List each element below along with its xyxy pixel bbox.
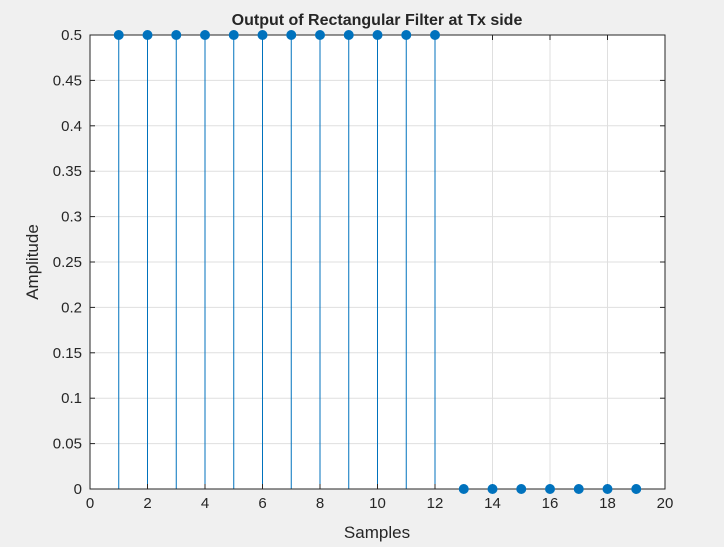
stem-marker xyxy=(458,484,469,494)
stem-marker xyxy=(286,30,297,40)
y-tick-label: 0.1 xyxy=(61,390,82,407)
stem-marker xyxy=(142,30,153,40)
chart-title: Output of Rectangular Filter at Tx side xyxy=(232,12,523,29)
x-tick-label: 18 xyxy=(599,495,616,512)
stem-marker xyxy=(113,30,124,40)
stem-marker xyxy=(487,484,498,494)
stems xyxy=(118,35,436,489)
x-tick-label: 4 xyxy=(201,495,209,512)
stem-marker xyxy=(545,484,555,494)
x-tick-label: 0 xyxy=(86,495,94,512)
stem-marker xyxy=(171,30,182,40)
x-axis-label: Samples xyxy=(344,523,410,542)
x-tick-label: 14 xyxy=(484,495,501,512)
stem-marker xyxy=(631,484,642,494)
stem-marker xyxy=(315,30,325,40)
y-tick-label: 0.3 xyxy=(61,209,82,226)
stem-marker xyxy=(430,30,440,40)
y-tick-label: 0.45 xyxy=(53,72,82,89)
y-tick-label: 0.2 xyxy=(61,299,82,316)
y-tick-label: 0.15 xyxy=(53,345,82,362)
stem-marker xyxy=(516,484,527,494)
y-tick-label: 0.5 xyxy=(61,27,82,44)
x-tick-label: 2 xyxy=(143,495,151,512)
y-tick-label: 0.05 xyxy=(53,436,82,453)
stem-marker xyxy=(228,30,239,40)
stem-marker xyxy=(401,30,412,40)
y-tick-label: 0.35 xyxy=(53,163,82,180)
stem-marker xyxy=(257,30,268,40)
y-tick-label: 0.4 xyxy=(61,118,82,135)
x-tick-label: 20 xyxy=(657,495,674,512)
stem-marker xyxy=(573,484,584,494)
x-tick-label: 16 xyxy=(542,495,559,512)
stem-marker xyxy=(602,484,613,494)
x-tick-label: 12 xyxy=(427,495,444,512)
stem-marker xyxy=(200,30,210,40)
markers xyxy=(113,30,642,494)
x-tick-label: 10 xyxy=(369,495,386,512)
stem-marker xyxy=(372,30,383,40)
x-tick-label: 6 xyxy=(258,495,266,512)
axis-ticks xyxy=(89,34,666,490)
x-tick-label: 8 xyxy=(316,495,324,512)
y-tick-label: 0 xyxy=(74,481,82,498)
y-tick-label: 0.25 xyxy=(53,254,82,271)
y-axis-label: Amplitude xyxy=(23,224,42,300)
tick-labels: 0 2 4 6 8 10 12 14 16 18 20 0 0.05 0.1 0.15 0.2 0.25 0.3 0… xyxy=(53,27,674,512)
stem-marker xyxy=(343,30,354,40)
